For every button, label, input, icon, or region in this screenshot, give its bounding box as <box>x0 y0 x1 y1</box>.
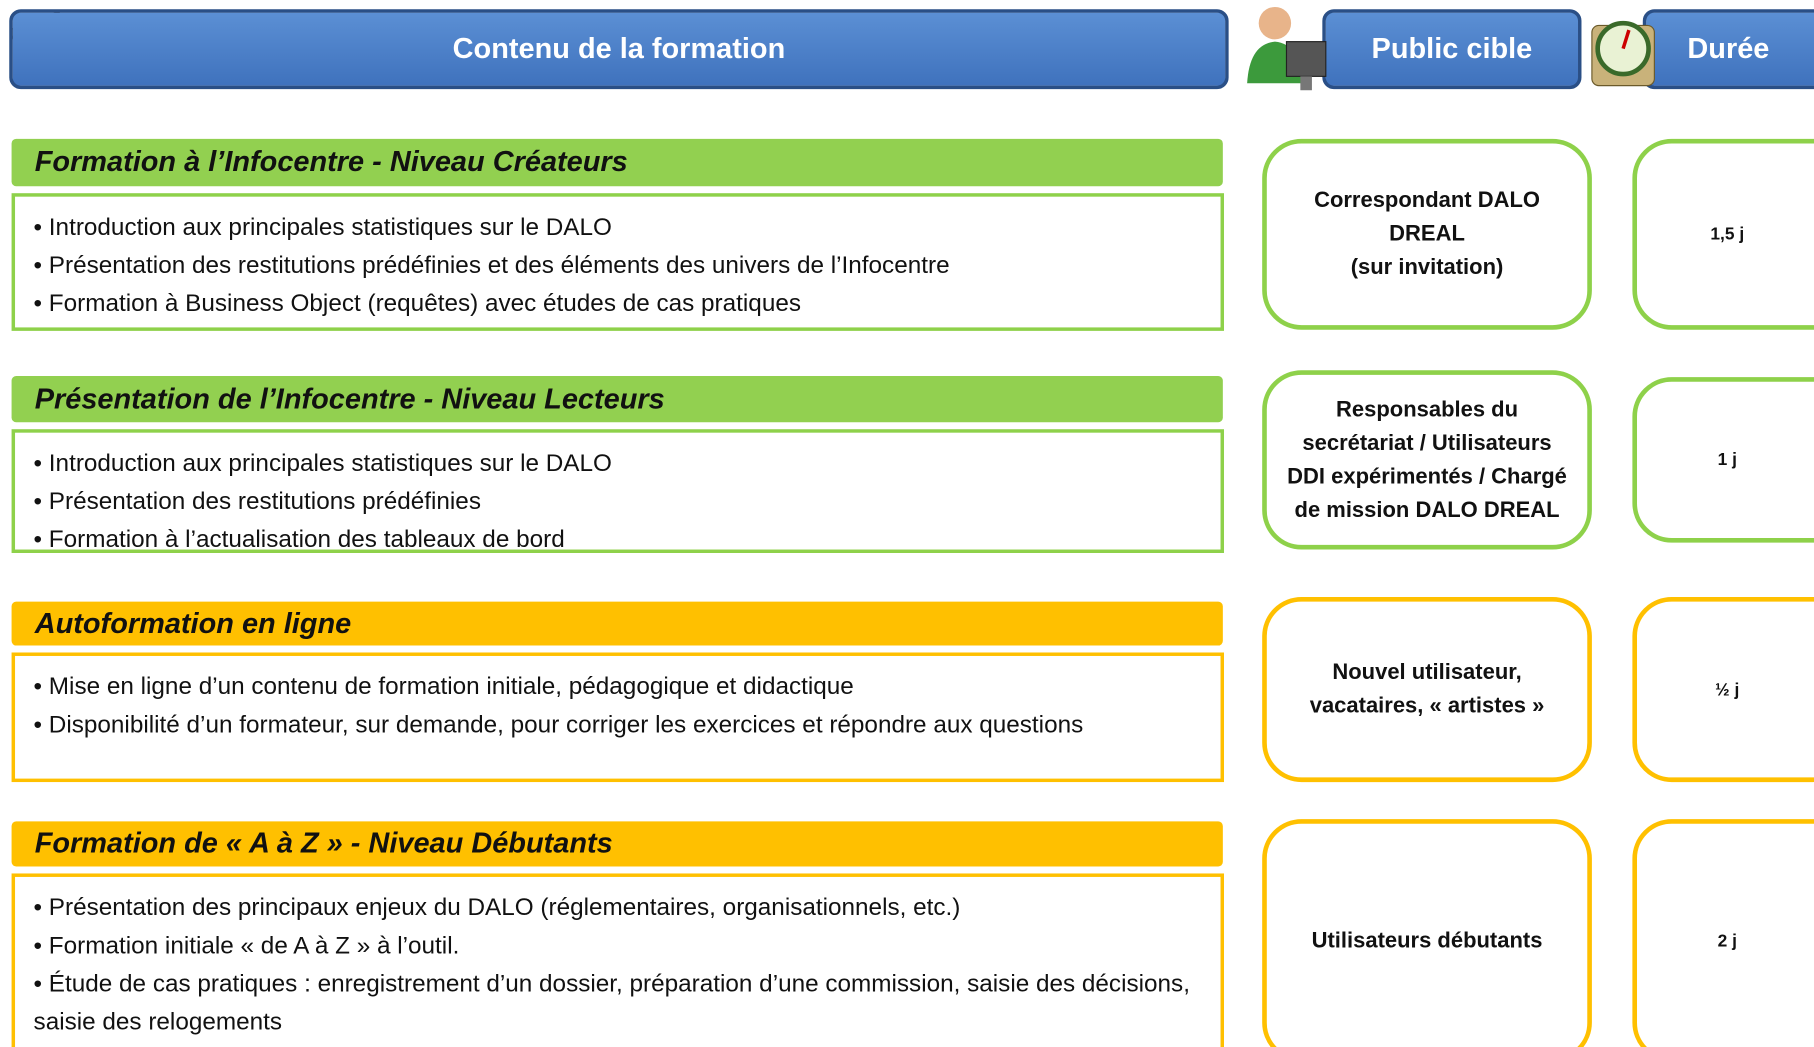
audience-line: Utilisateurs débutants <box>1311 928 1543 953</box>
duration: 1,5 j <box>1710 224 1745 245</box>
bullet: • Mise en ligne d’un contenu de formatio… <box>33 673 854 700</box>
duration: 2 j <box>1717 930 1737 951</box>
audience-line: Nouvel utilisateur, vacataires, « artist… <box>1309 660 1545 719</box>
header-duration: Durée <box>1642 9 1814 90</box>
bullet: • Présentation des principaux enjeux du … <box>33 894 961 921</box>
bullet: • Étude de cas pratiques : enregistremen… <box>33 970 1190 1036</box>
bullet: • Formation à Business Object (requêtes)… <box>33 290 801 317</box>
section-title: Formation de « A à Z » - Niveau Débutant… <box>11 821 1223 867</box>
duration-box: ½ j <box>1632 596 1814 783</box>
clock-icon <box>1591 20 1655 87</box>
duration-box: 1 j <box>1632 377 1814 543</box>
section-title: Autoformation en ligne <box>11 601 1223 646</box>
section-title: Formation à l’Infocentre - Niveau Créate… <box>11 138 1223 187</box>
audience-line: Responsables du secrétariat / Utilisateu… <box>1287 397 1567 523</box>
section-body: • Introduction aux principales statistiq… <box>11 193 1225 331</box>
audience-box: Responsables du secrétariat / Utilisateu… <box>1262 370 1592 550</box>
audience-box: Nouvel utilisateur, vacataires, « artist… <box>1262 596 1592 783</box>
bullet: • Formation initiale « de A à Z » à l’ou… <box>33 932 460 960</box>
bullet: • Introduction aux principales statistiq… <box>33 214 612 241</box>
bullet: • Présentation des restitutions prédéfin… <box>33 252 950 279</box>
bullet: • Introduction aux principales statistiq… <box>33 450 612 477</box>
audience-box: Correspondant DALO DREAL (sur invitation) <box>1262 138 1592 330</box>
audience-line: Correspondant DALO <box>1314 188 1540 213</box>
bullet: • Présentation des restitutions prédéfin… <box>33 488 481 515</box>
duration-box: 2 j <box>1632 819 1814 1047</box>
audience-box: Utilisateurs débutants <box>1262 819 1592 1047</box>
header-audience: Public cible <box>1322 9 1582 90</box>
duration-box: 1,5 j <box>1632 138 1814 330</box>
section-body: • Mise en ligne d’un contenu de formatio… <box>11 652 1225 783</box>
audience-line: (sur invitation) <box>1350 255 1504 280</box>
audience-line: DREAL <box>1389 222 1465 247</box>
bullet: • Formation à l’actualisation des tablea… <box>33 526 565 553</box>
bullet: • Disponibilité d’un formateur, sur dema… <box>33 711 1084 739</box>
section-title: Présentation de l’Infocentre - Niveau Le… <box>11 375 1223 423</box>
section-body: • Présentation des principaux enjeux du … <box>11 873 1225 1047</box>
person-icon <box>1247 6 1327 91</box>
section-body: • Introduction aux principales statistiq… <box>11 429 1225 553</box>
header-content: Contenu de la formation <box>9 9 1229 90</box>
duration: ½ j <box>1715 679 1740 700</box>
duration: 1 j <box>1717 450 1737 470</box>
